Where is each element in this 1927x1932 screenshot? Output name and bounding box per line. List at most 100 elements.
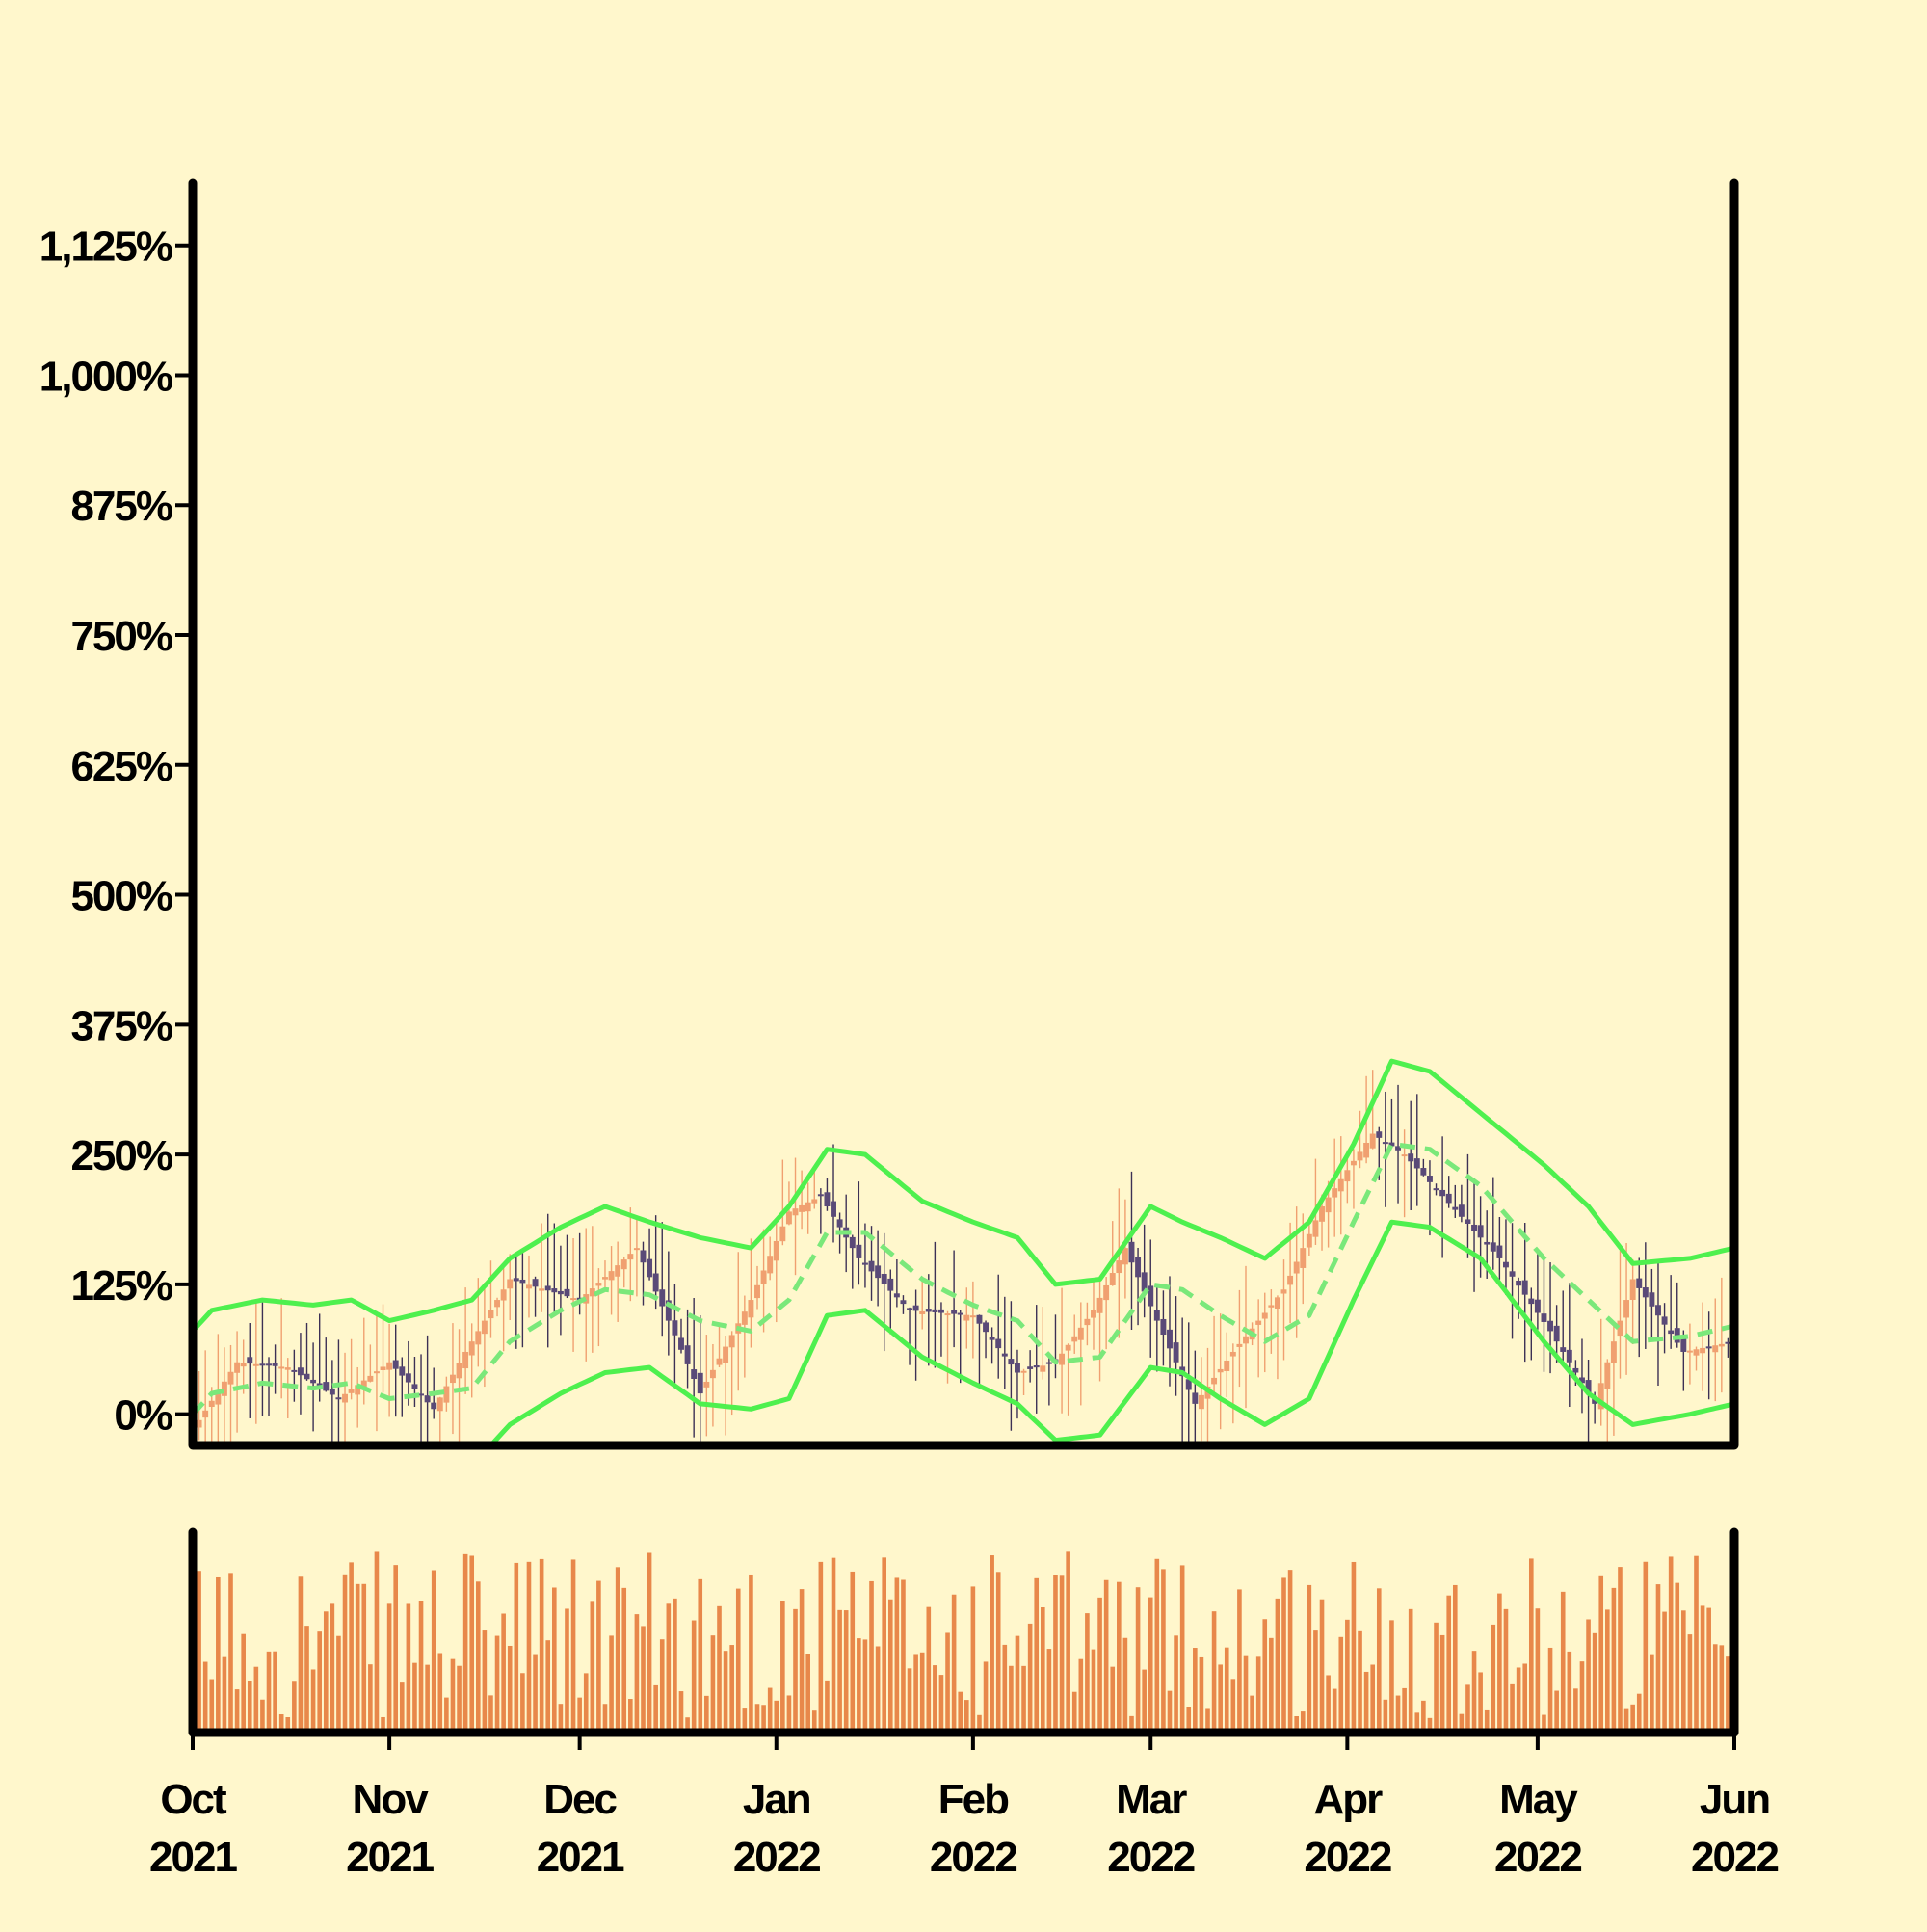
candle	[1167, 1276, 1173, 1387]
candle	[519, 1250, 526, 1348]
candle	[893, 1259, 900, 1308]
volume-bar	[1218, 1664, 1223, 1733]
volume-bar	[1446, 1595, 1452, 1733]
candle	[1382, 1091, 1388, 1207]
volume-bar	[1338, 1636, 1344, 1733]
volume-bar	[1110, 1666, 1116, 1733]
volume-bar	[1142, 1669, 1147, 1733]
volume-bar	[958, 1691, 964, 1733]
volume-bar	[374, 1551, 380, 1733]
candle	[1148, 1239, 1154, 1358]
candle	[424, 1335, 431, 1445]
candle	[633, 1216, 640, 1297]
volume-bar	[901, 1579, 906, 1733]
volume-bar	[1712, 1644, 1718, 1733]
x-tick-year: 2022	[1107, 1834, 1194, 1881]
y-tick-label: 500%	[70, 873, 172, 920]
candle	[1503, 1219, 1509, 1295]
candle	[887, 1269, 894, 1335]
volume-bar	[552, 1587, 557, 1733]
volume-bar	[514, 1562, 519, 1733]
volume-bar	[1135, 1587, 1141, 1733]
volume-bar	[1700, 1605, 1705, 1733]
volume-bar	[1522, 1663, 1528, 1733]
volume-bar	[843, 1610, 849, 1733]
volume-bar	[462, 1553, 468, 1733]
y-tick-label: 0%	[114, 1392, 172, 1440]
x-tick-year: 2022	[1494, 1834, 1581, 1881]
volume-bar	[1510, 1683, 1515, 1733]
volume-bar	[805, 1654, 810, 1733]
candle	[1610, 1323, 1617, 1436]
candle	[1128, 1171, 1135, 1331]
candle	[1122, 1199, 1128, 1299]
candle	[1040, 1307, 1046, 1380]
volume-bar	[317, 1631, 322, 1733]
candle	[1579, 1338, 1585, 1414]
volume-bar	[1287, 1570, 1293, 1733]
volume-bar	[825, 1680, 830, 1733]
candle	[1224, 1332, 1230, 1397]
volume-bar	[1383, 1699, 1388, 1733]
volume-bar	[482, 1630, 488, 1733]
volume-bar	[761, 1705, 766, 1733]
volume-bar	[444, 1697, 449, 1733]
candle	[1617, 1251, 1623, 1379]
volume-bar	[425, 1664, 430, 1733]
y-tick-label: 125%	[70, 1262, 172, 1310]
candle	[252, 1300, 259, 1424]
volume-bar	[653, 1684, 658, 1733]
volume-bar	[386, 1603, 392, 1733]
volume-bar	[1427, 1717, 1433, 1733]
candle	[831, 1144, 836, 1243]
candle	[1597, 1318, 1604, 1426]
candle	[900, 1295, 907, 1314]
volume-bar	[361, 1583, 367, 1733]
volume-bar	[1237, 1589, 1242, 1733]
volume-bar	[1307, 1584, 1312, 1733]
volume-bar	[349, 1562, 354, 1733]
candle	[1192, 1350, 1199, 1445]
bollinger-upper	[193, 1058, 1734, 1334]
candle	[221, 1347, 227, 1445]
volume-bar	[1694, 1555, 1699, 1733]
volume-bar	[565, 1608, 569, 1733]
candle	[564, 1234, 570, 1299]
volume-bar	[1129, 1715, 1134, 1733]
x-tick-month: Nov	[353, 1776, 430, 1823]
volume-bar	[1281, 1577, 1286, 1733]
volume-bar	[875, 1646, 881, 1733]
candle	[1109, 1221, 1116, 1286]
volume-bar	[1643, 1561, 1649, 1733]
axes-frame	[188, 178, 1739, 1737]
candle	[1141, 1224, 1148, 1318]
volume-bar	[1154, 1558, 1160, 1733]
volume-bar	[673, 1598, 677, 1733]
volume-bar	[723, 1651, 728, 1733]
candle	[494, 1297, 501, 1317]
candle	[697, 1314, 703, 1445]
volume-bar	[590, 1601, 595, 1733]
volume-bar	[501, 1613, 506, 1733]
volume-bar	[1041, 1607, 1045, 1733]
candle	[1008, 1301, 1015, 1431]
candle	[1045, 1352, 1052, 1406]
candle	[811, 1168, 818, 1209]
candle	[500, 1262, 507, 1352]
candle	[709, 1343, 716, 1427]
candle	[1496, 1217, 1503, 1280]
volume-bar	[1345, 1619, 1350, 1733]
volume-bar	[1414, 1712, 1420, 1733]
volume-bar	[1363, 1671, 1369, 1733]
volume-bar	[742, 1708, 748, 1733]
candle	[1065, 1343, 1071, 1416]
volume-bar	[1085, 1613, 1090, 1733]
volume-bar	[1370, 1664, 1375, 1733]
x-tick-year: 2022	[1304, 1834, 1390, 1881]
candle	[304, 1322, 310, 1381]
candle	[1433, 1183, 1439, 1196]
candle	[1680, 1330, 1687, 1391]
volume-bar	[1211, 1611, 1217, 1733]
volume-bar	[1358, 1630, 1362, 1733]
volume-bar	[628, 1699, 633, 1733]
